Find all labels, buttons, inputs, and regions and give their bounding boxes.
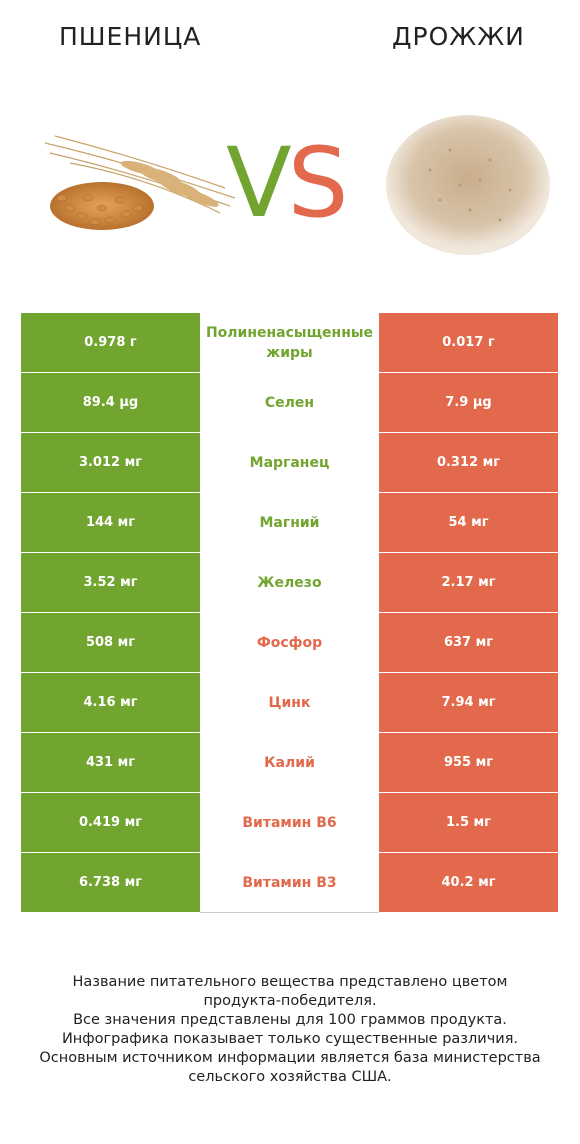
left-value: 0.419 мг — [21, 792, 200, 853]
left-value: 431 мг — [21, 732, 200, 793]
right-value: 40.2 мг — [379, 852, 558, 913]
nutrient-name: Калий — [200, 732, 379, 793]
nutrient-name: Цинк — [200, 672, 379, 733]
table-row: 3.012 мг Марганец 0.312 мг — [21, 432, 558, 493]
nutrient-name: Полиненасыщенные жиры — [200, 313, 379, 373]
nutrient-name: Витамин B3 — [200, 852, 379, 913]
right-value: 637 мг — [379, 612, 558, 673]
right-product-title: ДРОЖЖИ — [392, 22, 525, 51]
right-value: 7.94 мг — [379, 672, 558, 733]
right-value: 0.017 г — [379, 313, 558, 373]
nutrient-name: Железо — [200, 552, 379, 613]
right-value: 1.5 мг — [379, 792, 558, 853]
table-row: 0.419 мг Витамин B6 1.5 мг — [21, 792, 558, 853]
right-value: 54 мг — [379, 492, 558, 553]
left-value: 3.52 мг — [21, 552, 200, 613]
vs-v-letter: V — [226, 127, 292, 239]
table-row: 89.4 µg Селен 7.9 µg — [21, 372, 558, 433]
nutrient-name: Марганец — [200, 432, 379, 493]
vs-s-letter: S — [287, 127, 349, 239]
footnote-line: Основным источником информации является … — [39, 1050, 541, 1066]
footnote-line: Название питательного вещества представл… — [72, 974, 508, 990]
table-row: 431 мг Калий 955 мг — [21, 732, 558, 793]
footnote-line: сельского хозяйства США. — [188, 1069, 392, 1085]
left-value: 4.16 мг — [21, 672, 200, 733]
table-row: 6.738 мг Витамин B3 40.2 мг — [21, 852, 558, 913]
left-value: 89.4 µg — [21, 372, 200, 433]
left-value: 144 мг — [21, 492, 200, 553]
table-row: 144 мг Магний 54 мг — [21, 492, 558, 553]
yeast-image — [386, 115, 550, 255]
table-row: 4.16 мг Цинк 7.94 мг — [21, 672, 558, 733]
right-value: 0.312 мг — [379, 432, 558, 493]
comparison-table: 0.978 г Полиненасыщенные жиры 0.017 г 89.4 … — [21, 313, 558, 913]
table-row: 3.52 мг Железо 2.17 мг — [21, 552, 558, 613]
right-value: 7.9 µg — [379, 372, 558, 433]
footnote-line: Инфографика показывает только существенн… — [61, 1031, 519, 1047]
table-row: 0.978 г Полиненасыщенные жиры 0.017 г — [21, 313, 558, 373]
nutrient-name: Магний — [200, 492, 379, 553]
right-value: 2.17 мг — [379, 552, 558, 613]
footnote: Название питательного вещества представл… — [0, 973, 580, 1087]
left-value: 508 мг — [21, 612, 200, 673]
footnote-line: продукта-победителя. — [203, 993, 377, 1009]
left-product-title: ПШЕНИЦА — [59, 22, 202, 51]
nutrient-name: Фосфор — [200, 612, 379, 673]
vs-label: VS — [226, 127, 349, 239]
left-value: 0.978 г — [21, 313, 200, 373]
nutrient-name: Витамин B6 — [200, 792, 379, 853]
right-value: 955 мг — [379, 732, 558, 793]
left-value: 6.738 мг — [21, 852, 200, 913]
nutrient-name: Селен — [200, 372, 379, 433]
wheat-image — [44, 135, 236, 230]
footnote-line: Все значения представлены для 100 граммо… — [73, 1012, 507, 1028]
table-row: 508 мг Фосфор 637 мг — [21, 612, 558, 673]
left-value: 3.012 мг — [21, 432, 200, 493]
